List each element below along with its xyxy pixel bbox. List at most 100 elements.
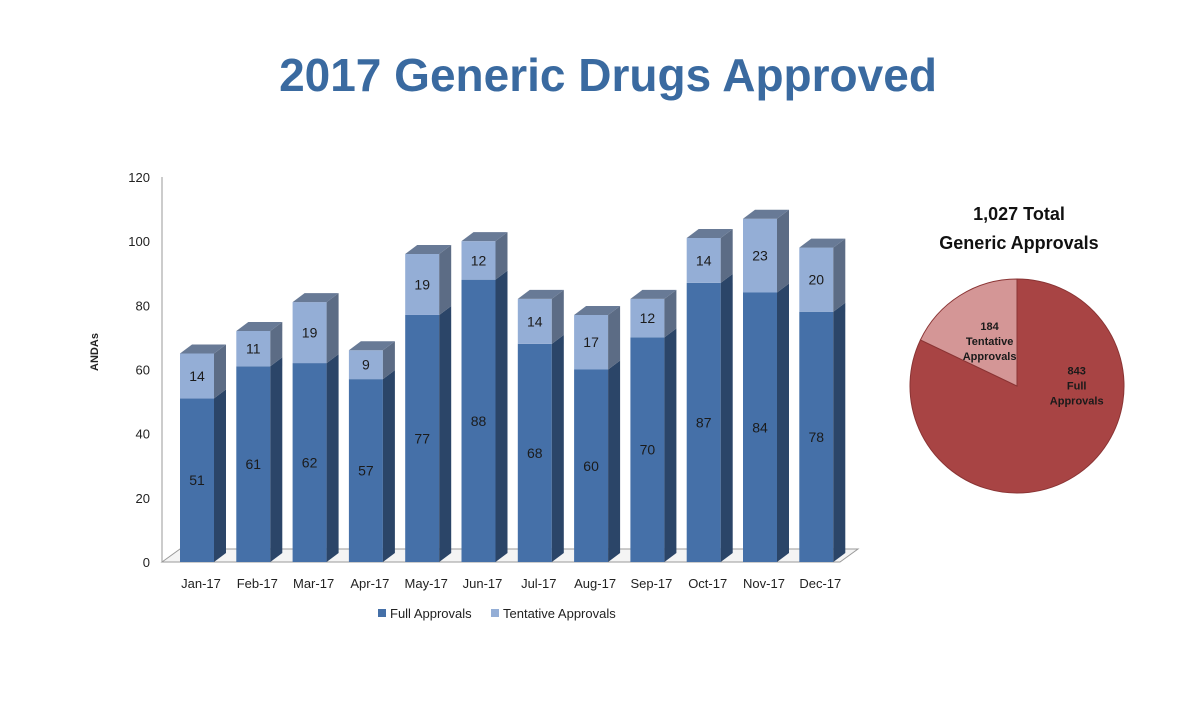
x-tick-label: Jul-17 <box>521 576 556 591</box>
bar-tentative-approvals <box>686 237 721 283</box>
bar-top <box>574 305 621 315</box>
bar-full-side <box>833 302 846 562</box>
legend-swatch-tentative-approvals <box>491 609 499 617</box>
data-label: 68 <box>527 445 543 461</box>
data-label: 12 <box>640 310 656 326</box>
data-label: 78 <box>809 429 825 445</box>
bar-full-approvals <box>799 311 834 562</box>
y-tick-label: 60 <box>136 363 150 378</box>
bar-tentative-approvals <box>405 254 440 315</box>
legend-label-tentative-approvals: Tentative Approvals <box>503 606 616 621</box>
bar-full-side <box>608 360 621 562</box>
x-tick-label: Oct-17 <box>688 576 727 591</box>
data-label: 19 <box>302 325 318 341</box>
bar-full-side <box>382 370 395 562</box>
y-tick-label: 100 <box>128 234 150 249</box>
pie-data-label: Tentative <box>966 336 1013 348</box>
y-axis-label: ANDAs <box>89 333 101 371</box>
bar-full-side <box>270 357 283 562</box>
bar-top <box>348 341 395 351</box>
bar-top <box>180 344 226 354</box>
data-label: 84 <box>752 419 768 435</box>
bar-full-approvals <box>292 363 327 562</box>
bar-tentative-approvals <box>630 298 665 338</box>
bar-tentative-approvals <box>743 218 777 293</box>
data-label: 60 <box>583 458 599 474</box>
bar-tentative-approvals <box>348 350 383 380</box>
bar-tentative-side <box>270 322 283 367</box>
legend-swatch-full-approvals <box>378 609 386 617</box>
bar-top <box>517 289 564 299</box>
pie-data-label: Full <box>1067 380 1087 392</box>
x-tick-label: Jun-17 <box>463 576 503 591</box>
data-label: 11 <box>246 341 261 357</box>
bar-tentative-side <box>608 305 621 370</box>
bar-tentative-side <box>777 209 789 293</box>
bar-top <box>461 232 508 242</box>
bar-top <box>743 209 789 219</box>
bar-full-approvals <box>630 337 665 562</box>
y-tick-label: 80 <box>136 298 150 313</box>
bar-chart: 0 20 40 60 80 100 120 ANDAs 51 14 Jan-17 61 11 Feb-17… <box>89 170 860 621</box>
data-label: 14 <box>696 252 712 268</box>
data-label: 12 <box>471 252 487 268</box>
bar-full-approvals <box>743 292 777 562</box>
data-label: 88 <box>471 413 487 429</box>
data-label: 77 <box>414 430 430 446</box>
data-label: 62 <box>302 455 318 471</box>
page-title: 2017 Generic Drugs Approved <box>279 49 937 101</box>
y-tick-label: 120 <box>128 170 150 185</box>
x-tick-label: Aug-17 <box>574 576 616 591</box>
x-tick-label: Sep-17 <box>630 576 672 591</box>
data-label: 51 <box>189 472 205 488</box>
pie-title-line-2: Generic Approvals <box>939 233 1098 253</box>
bar-tentative-approvals <box>292 302 327 364</box>
pie-slice-tentative-approvals <box>919 278 1018 387</box>
bar-full-approvals <box>236 366 271 562</box>
x-tick-label: May-17 <box>405 576 448 591</box>
bar-full-side <box>495 270 508 562</box>
bar-top <box>799 238 846 248</box>
bar-full-side <box>439 305 452 562</box>
bar-tentative-approvals <box>180 353 214 399</box>
bar-full-approvals <box>180 398 214 562</box>
bar-full-approvals <box>405 314 440 562</box>
data-label: 20 <box>809 272 825 288</box>
bar-tentative-side <box>720 228 733 283</box>
data-label: 70 <box>640 442 656 458</box>
data-label: 17 <box>583 334 599 350</box>
y-tick-label: 0 <box>143 555 150 570</box>
pie-data-label: Approvals <box>1050 395 1104 407</box>
data-label: 57 <box>358 463 374 479</box>
y-tick-label: 20 <box>136 491 150 506</box>
bar-tentative-side <box>551 289 564 344</box>
bar-tentative-approvals <box>461 241 496 280</box>
bar-full-approvals <box>461 279 496 562</box>
bar-top <box>405 245 452 254</box>
bar-full-approvals <box>517 343 552 562</box>
bar-full-approvals <box>574 369 609 562</box>
bar-top <box>236 322 283 331</box>
pie-data-label: 184 <box>980 321 999 333</box>
data-label: 14 <box>189 368 205 384</box>
bar-full-side <box>720 273 733 562</box>
legend-label-full-approvals: Full Approvals <box>390 606 472 621</box>
bar-tentative-approvals <box>517 298 552 344</box>
data-label: 87 <box>696 414 712 430</box>
bar-full-side <box>214 389 226 562</box>
x-tick-label: Feb-17 <box>237 576 278 591</box>
data-label: 23 <box>752 248 768 264</box>
bar-full-approvals <box>348 379 383 562</box>
bar-full-approvals <box>686 282 721 562</box>
bar-tentative-side <box>382 341 395 380</box>
bar-tentative-approvals <box>799 247 834 312</box>
bar-tentative-side <box>833 238 846 312</box>
pie-data-label: 843 <box>1068 365 1086 377</box>
x-tick-label: Mar-17 <box>293 576 334 591</box>
bar-full-side <box>326 354 339 562</box>
bar-full-side <box>664 328 677 562</box>
bar-tentative-side <box>495 232 508 280</box>
bar-full-side <box>777 283 789 562</box>
bar-tentative-side <box>214 344 226 399</box>
bar-tentative-approvals <box>574 314 609 370</box>
